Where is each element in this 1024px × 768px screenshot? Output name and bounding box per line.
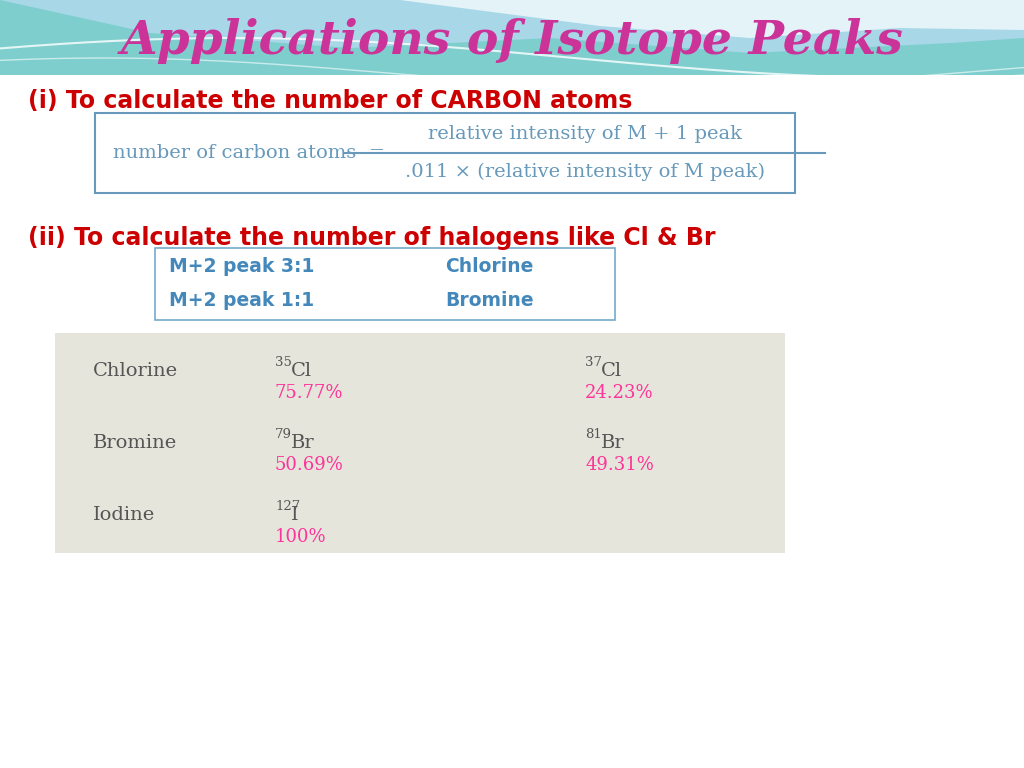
Text: 75.77%: 75.77% <box>275 384 343 402</box>
Text: 127: 127 <box>275 499 300 512</box>
Text: number of carbon atoms  =: number of carbon atoms = <box>113 144 385 162</box>
FancyBboxPatch shape <box>95 113 795 193</box>
Text: 37: 37 <box>585 356 602 369</box>
FancyBboxPatch shape <box>55 333 785 553</box>
Text: 24.23%: 24.23% <box>585 384 653 402</box>
Text: Chlorine: Chlorine <box>93 362 178 380</box>
FancyBboxPatch shape <box>0 0 1024 78</box>
Text: I: I <box>291 506 299 524</box>
Text: Applications of Isotope Peaks: Applications of Isotope Peaks <box>121 18 903 64</box>
Text: relative intensity of M + 1 peak: relative intensity of M + 1 peak <box>428 125 742 143</box>
Text: M+2 peak 1:1: M+2 peak 1:1 <box>169 290 314 310</box>
Text: (ii) To calculate the number of halogens like Cl & Br: (ii) To calculate the number of halogens… <box>28 226 716 250</box>
Text: (i) To calculate the number of CARBON atoms: (i) To calculate the number of CARBON at… <box>28 89 633 113</box>
Text: Cl: Cl <box>601 362 623 380</box>
Text: 35: 35 <box>275 356 292 369</box>
Text: .011 × (relative intensity of M peak): .011 × (relative intensity of M peak) <box>406 163 765 181</box>
Text: Bromine: Bromine <box>445 290 534 310</box>
Text: M+2 peak 3:1: M+2 peak 3:1 <box>169 257 314 276</box>
Text: Br: Br <box>291 434 314 452</box>
Text: 79: 79 <box>275 428 292 441</box>
Text: Cl: Cl <box>291 362 312 380</box>
FancyBboxPatch shape <box>155 248 615 320</box>
Polygon shape <box>400 0 1024 38</box>
Text: Bromine: Bromine <box>93 434 177 452</box>
Text: Iodine: Iodine <box>93 506 156 524</box>
FancyBboxPatch shape <box>0 75 1024 768</box>
Text: 81: 81 <box>585 428 602 441</box>
Text: Br: Br <box>601 434 625 452</box>
Text: 50.69%: 50.69% <box>275 456 344 474</box>
Text: 100%: 100% <box>275 528 327 546</box>
Polygon shape <box>0 0 1024 53</box>
Text: 49.31%: 49.31% <box>585 456 654 474</box>
Text: Chlorine: Chlorine <box>445 257 534 276</box>
